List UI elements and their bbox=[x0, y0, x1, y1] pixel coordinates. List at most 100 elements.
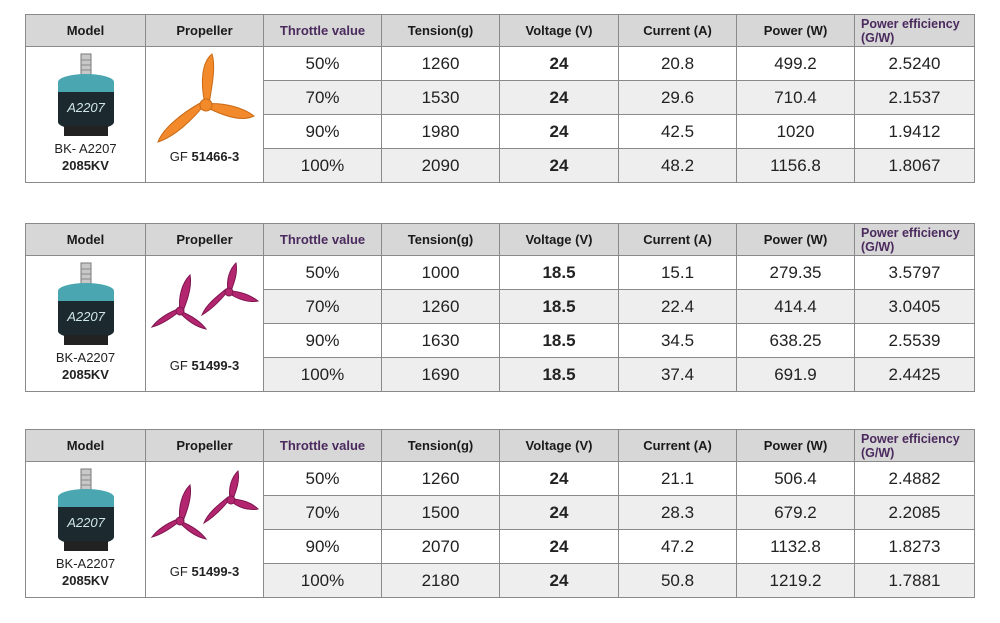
power-cell: 1219.2 bbox=[736, 563, 855, 598]
header-model: Model bbox=[25, 429, 146, 462]
header-row: Model Propeller Throttle value Tension(g… bbox=[25, 429, 975, 462]
spec-table-2: Model Propeller Throttle value Tension(g… bbox=[25, 223, 975, 392]
svg-text:A2207: A2207 bbox=[66, 515, 105, 530]
current-cell: 37.4 bbox=[618, 357, 737, 392]
power-cell: 279.35 bbox=[736, 255, 855, 290]
efficiency-cell: 1.8067 bbox=[854, 148, 975, 183]
header-voltage: Voltage (V) bbox=[499, 223, 619, 256]
power-cell: 679.2 bbox=[736, 495, 855, 530]
table-row: A2207 BK-A2207 2085KV bbox=[25, 461, 975, 598]
propeller-caption: GF 51466-3 bbox=[146, 149, 263, 164]
efficiency-cell: 3.5797 bbox=[854, 255, 975, 290]
header-row: Model Propeller Throttle value Tension(g… bbox=[25, 14, 975, 47]
model-caption: BK-A2207 2085KV bbox=[26, 349, 145, 383]
header-voltage: Voltage (V) bbox=[499, 429, 619, 462]
motor-image: A2207 bbox=[58, 468, 114, 551]
tension-cell: 1530 bbox=[381, 80, 500, 115]
table-row: 90% 1630 18.5 34.5 638.25 2.5539 bbox=[26, 323, 975, 358]
propeller-code: 51466-3 bbox=[191, 148, 240, 164]
model-name: BK- A2207 bbox=[54, 140, 117, 156]
efficiency-cell: 1.9412 bbox=[854, 114, 975, 149]
model-name: BK-A2207 bbox=[55, 349, 116, 365]
header-current: Current (A) bbox=[618, 223, 737, 256]
current-cell: 42.5 bbox=[618, 114, 737, 149]
table-row: 70% 1530 24 29.6 710.4 2.1537 bbox=[26, 80, 975, 115]
efficiency-cell: 3.0405 bbox=[854, 289, 975, 324]
voltage-cell: 24 bbox=[499, 46, 619, 81]
voltage-cell: 24 bbox=[499, 529, 619, 564]
svg-text:A2207: A2207 bbox=[66, 100, 105, 115]
header-power: Power (W) bbox=[736, 223, 855, 256]
current-cell: 21.1 bbox=[618, 461, 737, 496]
header-model: Model bbox=[25, 14, 146, 47]
throttle-cell: 90% bbox=[263, 114, 382, 149]
current-cell: 47.2 bbox=[618, 529, 737, 564]
table-row: A2207 BK- A2207 2085KV bbox=[25, 46, 975, 183]
tension-cell: 1690 bbox=[381, 357, 500, 392]
throttle-cell: 70% bbox=[263, 80, 382, 115]
header-power: Power (W) bbox=[736, 429, 855, 462]
model-caption: BK- A2207 2085KV bbox=[26, 140, 145, 174]
throttle-cell: 50% bbox=[263, 461, 382, 496]
power-cell: 1156.8 bbox=[736, 148, 855, 183]
power-cell: 1132.8 bbox=[736, 529, 855, 564]
header-voltage: Voltage (V) bbox=[499, 14, 619, 47]
propeller-image bbox=[150, 261, 260, 330]
voltage-cell: 18.5 bbox=[499, 255, 619, 290]
header-throttle: Throttle value bbox=[263, 429, 382, 462]
header-tension: Tension(g) bbox=[381, 429, 500, 462]
throttle-cell: 100% bbox=[263, 563, 382, 598]
power-cell: 638.25 bbox=[736, 323, 855, 358]
throttle-cell: 100% bbox=[263, 148, 382, 183]
header-current: Current (A) bbox=[618, 429, 737, 462]
power-cell: 506.4 bbox=[736, 461, 855, 496]
motor-image: A2207 bbox=[58, 53, 114, 136]
header-propeller: Propeller bbox=[145, 14, 264, 47]
svg-text:A2207: A2207 bbox=[66, 309, 105, 324]
propeller-cell: GF 51466-3 bbox=[145, 46, 264, 183]
efficiency-cell: 2.5240 bbox=[854, 46, 975, 81]
efficiency-cell: 2.1537 bbox=[854, 80, 975, 115]
voltage-cell: 24 bbox=[499, 461, 619, 496]
table-row: 100% 2090 24 48.2 1156.8 1.8067 bbox=[26, 148, 975, 183]
tension-cell: 1500 bbox=[381, 495, 500, 530]
tension-cell: 1260 bbox=[381, 289, 500, 324]
header-propeller: Propeller bbox=[145, 429, 264, 462]
header-throttle: Throttle value bbox=[263, 223, 382, 256]
propeller-prefix: GF bbox=[169, 563, 188, 579]
table-row: 100% 1690 18.5 37.4 691.9 2.4425 bbox=[26, 357, 975, 392]
throttle-cell: 90% bbox=[263, 529, 382, 564]
current-cell: 15.1 bbox=[618, 255, 737, 290]
model-cell: A2207 BK-A2207 2085KV bbox=[25, 255, 146, 392]
throttle-cell: 90% bbox=[263, 323, 382, 358]
throttle-cell: 50% bbox=[263, 255, 382, 290]
efficiency-cell: 1.7881 bbox=[854, 563, 975, 598]
spec-table-1: Model Propeller Throttle value Tension(g… bbox=[25, 14, 975, 183]
power-cell: 499.2 bbox=[736, 46, 855, 81]
current-cell: 20.8 bbox=[618, 46, 737, 81]
tension-cell: 2070 bbox=[381, 529, 500, 564]
current-cell: 29.6 bbox=[618, 80, 737, 115]
voltage-cell: 24 bbox=[499, 495, 619, 530]
propeller-cell: GF 51499-3 bbox=[145, 255, 264, 392]
throttle-cell: 100% bbox=[263, 357, 382, 392]
header-power: Power (W) bbox=[736, 14, 855, 47]
tension-cell: 1260 bbox=[381, 46, 500, 81]
tension-cell: 1630 bbox=[381, 323, 500, 358]
propeller-image bbox=[157, 52, 255, 143]
voltage-cell: 18.5 bbox=[499, 323, 619, 358]
propeller-code: 51499-3 bbox=[191, 357, 240, 373]
model-cell: A2207 BK-A2207 2085KV bbox=[25, 461, 146, 598]
throttle-cell: 50% bbox=[263, 46, 382, 81]
current-cell: 50.8 bbox=[618, 563, 737, 598]
propeller-prefix: GF bbox=[169, 357, 188, 373]
propeller-caption: GF 51499-3 bbox=[146, 564, 263, 579]
propeller-caption: GF 51499-3 bbox=[146, 358, 263, 373]
model-kv: 2085KV bbox=[62, 572, 109, 588]
header-propeller: Propeller bbox=[145, 223, 264, 256]
model-kv: 2085KV bbox=[62, 366, 109, 382]
voltage-cell: 24 bbox=[499, 148, 619, 183]
header-efficiency: Power efficiency (G/W) bbox=[854, 223, 975, 256]
voltage-cell: 24 bbox=[499, 114, 619, 149]
voltage-cell: 24 bbox=[499, 563, 619, 598]
